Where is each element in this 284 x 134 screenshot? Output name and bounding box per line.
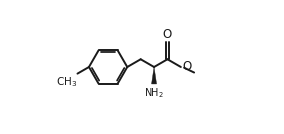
Text: NH$_2$: NH$_2$: [144, 86, 164, 100]
Text: O: O: [163, 28, 172, 41]
Polygon shape: [152, 67, 156, 84]
Text: CH$_3$: CH$_3$: [55, 75, 77, 89]
Text: O: O: [183, 60, 192, 73]
